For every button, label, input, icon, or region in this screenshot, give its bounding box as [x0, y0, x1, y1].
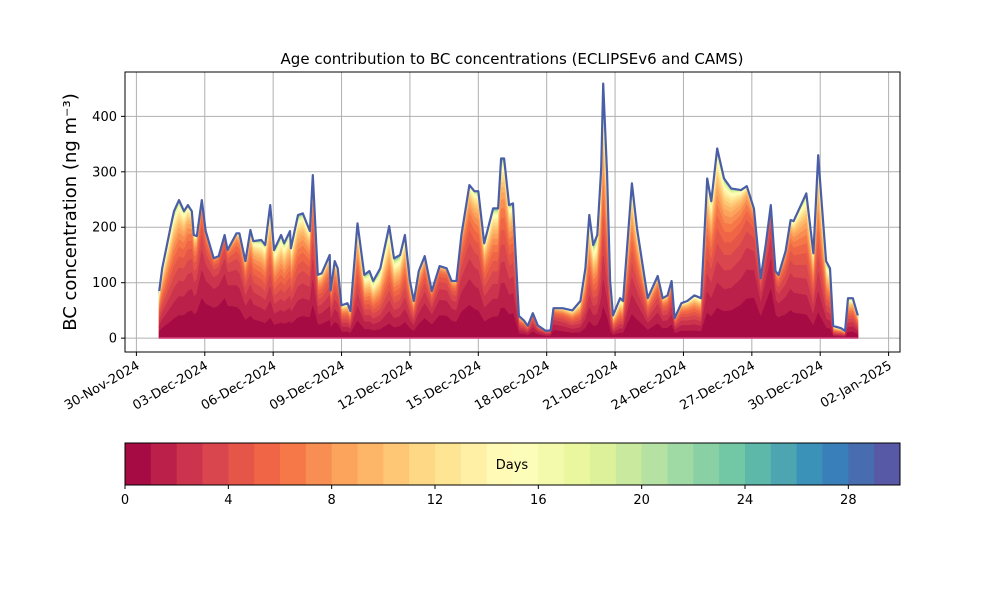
colorbar-bin-1 — [150, 443, 178, 485]
colorbar-bin-9 — [357, 443, 384, 485]
colorbar-tick-label: 24 — [737, 493, 754, 508]
colorbar-tick-label: 20 — [633, 493, 650, 508]
colorbar-bin-12 — [435, 443, 462, 485]
colorbar-bin-21 — [667, 443, 694, 485]
x-tick-label: 12-Dec-2024 — [336, 358, 416, 413]
colorbar-bin-24 — [745, 443, 772, 485]
age-layer-0-1-days — [158, 288, 859, 339]
x-tick-label: 18-Dec-2024 — [472, 358, 552, 413]
colorbar-bin-3 — [202, 443, 229, 485]
colorbar-tick-label: 16 — [530, 493, 547, 508]
y-tick-label: 400 — [92, 110, 117, 125]
x-tick-label: 21-Dec-2024 — [541, 358, 621, 413]
colorbar-bin-29 — [874, 443, 901, 485]
x-tick-label: 27-Dec-2024 — [677, 358, 757, 413]
colorbar-bin-15 — [512, 443, 539, 485]
y-tick-label: 300 — [92, 165, 117, 180]
x-tick-label: 03-Dec-2024 — [130, 358, 210, 413]
y-tick-label: 0 — [109, 332, 117, 347]
colorbar-bin-7 — [305, 443, 333, 485]
colorbar-bin-13 — [460, 443, 488, 485]
colorbar-tick-label: 4 — [224, 493, 232, 508]
colorbar-bin-22 — [693, 443, 720, 485]
x-tick-label: 02-Jan-2025 — [818, 358, 895, 411]
colorbar-tick-label: 0 — [121, 493, 129, 508]
x-tick-label: 06-Dec-2024 — [199, 358, 279, 413]
colorbar-frame — [124, 442, 901, 486]
plot-frame — [124, 71, 901, 353]
colorbar-bin-17 — [564, 443, 591, 485]
colorbar-bin-18 — [590, 443, 617, 485]
colorbar-label: Days — [496, 458, 529, 473]
x-tick-label: 15-Dec-2024 — [404, 358, 484, 413]
colorbar: 0 4 8 12 16 20 24 28 — [121, 442, 901, 508]
x-tick-label: 09-Dec-2024 — [267, 358, 347, 413]
chart-title: Age contribution to BC concentrations (E… — [281, 50, 744, 68]
colorbar-bin-19 — [615, 443, 643, 485]
colorbar-bin-2 — [176, 443, 203, 485]
colorbar-tick-label: 28 — [840, 493, 857, 508]
colorbar-bin-20 — [641, 443, 668, 485]
colorbar-bin-14 — [486, 443, 513, 485]
total-outline — [158, 82, 859, 332]
colorbar-bin-8 — [331, 443, 358, 485]
colorbar-bin-27 — [822, 443, 849, 485]
colorbar-bin-0 — [125, 443, 152, 485]
colorbar-bin-6 — [280, 443, 307, 485]
colorbar-bin-10 — [383, 443, 410, 485]
y-axis-label: BC concentration (ng m⁻³) — [60, 93, 81, 331]
colorbar-bin-5 — [254, 443, 281, 485]
y-tick-label: 200 — [92, 221, 117, 236]
x-tick-label: 24-Dec-2024 — [609, 358, 689, 413]
colorbar-tick-label: 12 — [427, 493, 444, 508]
colorbar-bin-26 — [796, 443, 823, 485]
colorbar-bin-25 — [770, 443, 798, 485]
age-layer-1-2-days — [158, 258, 859, 339]
x-tick-label: 30-Dec-2024 — [746, 358, 826, 413]
colorbar-bin-4 — [228, 443, 255, 485]
colorbar-bin-23 — [719, 443, 746, 485]
x-tick-label: 30-Nov-2024 — [62, 358, 142, 413]
y-tick-label: 100 — [92, 276, 117, 291]
colorbar-tick-label: 8 — [328, 493, 336, 508]
colorbar-bin-11 — [409, 443, 436, 485]
colorbar-bin-28 — [848, 443, 875, 485]
colorbar-bin-16 — [538, 443, 565, 485]
plot-area: 0 100 200 300 400 30-Nov-202403-Dec-202406-De… — [62, 71, 901, 414]
